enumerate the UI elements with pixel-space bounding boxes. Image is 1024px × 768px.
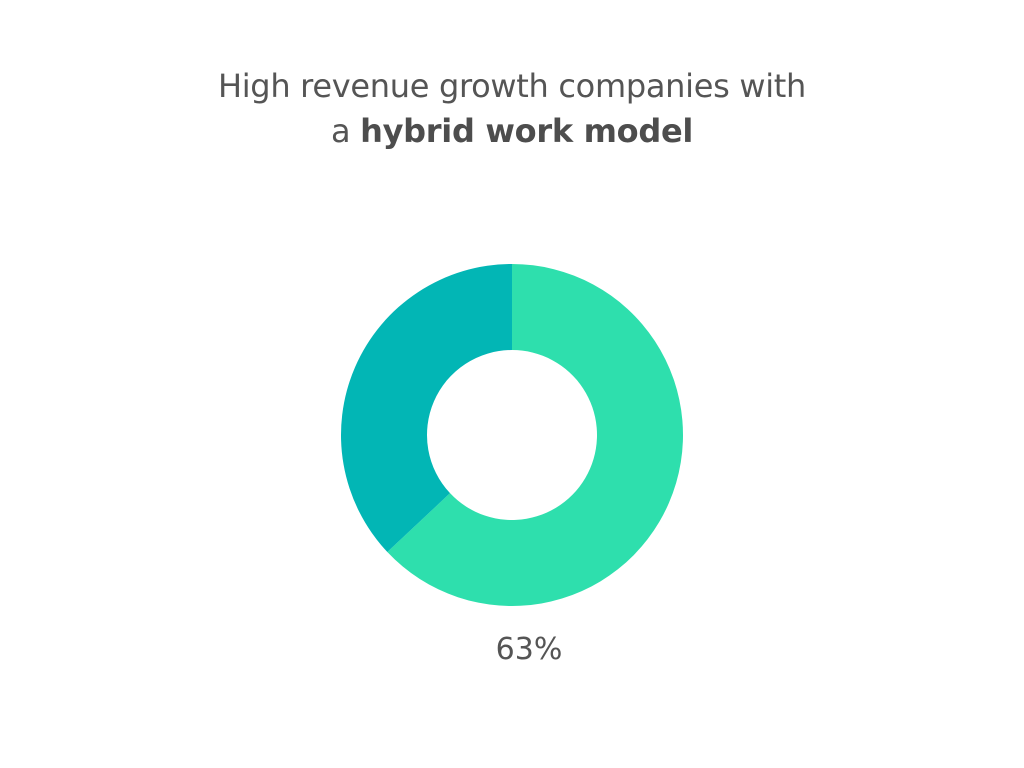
title-line-1: High revenue growth companies with bbox=[217, 67, 807, 105]
donut-slices bbox=[341, 264, 683, 606]
title-prefix: a bbox=[330, 112, 361, 150]
title-emphasis: hybrid work model bbox=[360, 112, 694, 150]
slice-value-label: 63% bbox=[495, 632, 563, 667]
title-line-2: a hybrid work model bbox=[0, 109, 1024, 154]
chart-title: High revenue growth companies with a hyb… bbox=[0, 64, 1024, 154]
donut-slice-1 bbox=[387, 264, 683, 606]
donut-slice-2 bbox=[341, 264, 512, 553]
